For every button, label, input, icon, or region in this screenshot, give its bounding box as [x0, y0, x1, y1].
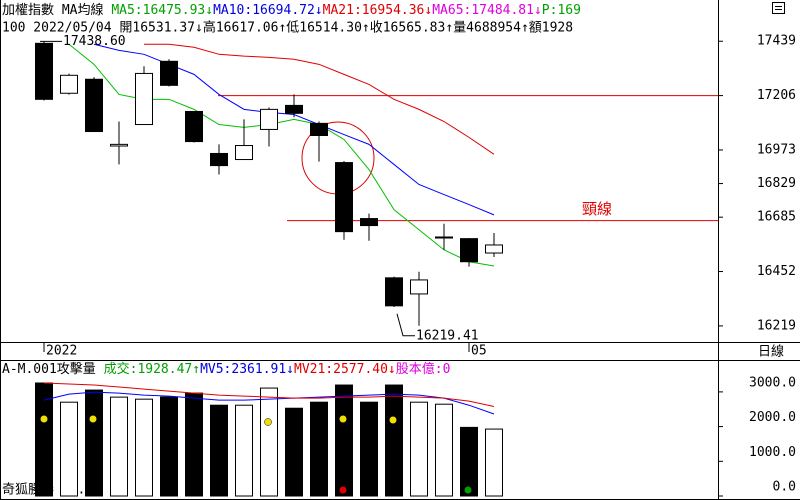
ma-line: [68, 43, 495, 267]
x-tick-label: 2022: [46, 344, 77, 359]
ma-line: [43, 391, 495, 415]
y-tick-label: 16452: [757, 264, 796, 279]
ma-line: [43, 382, 495, 408]
candle-body: [160, 60, 178, 86]
volume-bar: [460, 426, 478, 497]
period-label: 日線: [758, 344, 784, 360]
volume-bar: [410, 401, 428, 497]
candle-body: [210, 152, 228, 167]
signal-dot: [264, 418, 272, 426]
header-item: MA5:16475.93↓: [111, 3, 213, 18]
signal-dot: [464, 486, 472, 494]
candle-body: [410, 279, 428, 295]
candle-body: [35, 42, 53, 100]
header-item: P:169: [542, 3, 581, 18]
volume-bar: [185, 392, 203, 497]
y-tick-label: 16219: [757, 318, 796, 333]
y-tick-label: 1000.0: [749, 445, 796, 460]
volume-bar: [85, 389, 103, 497]
candle-body: [185, 110, 203, 143]
reference-label: 頸線: [582, 200, 612, 218]
volume-bar: [110, 396, 128, 497]
annotation-line: [396, 313, 415, 337]
header-item: MV21:2577.40↓: [294, 362, 396, 377]
signal-dot: [389, 416, 397, 424]
volume-bar: [310, 401, 328, 497]
volume-bar: [335, 384, 353, 497]
y-tick-label: 16685: [757, 210, 796, 225]
candle-body: [85, 78, 103, 133]
signals: [40, 415, 472, 494]
volume-bar: [60, 401, 78, 497]
volume-bar: [435, 403, 453, 497]
ma-line: [93, 43, 495, 216]
candle-body: [435, 236, 453, 239]
y-tick-label: 0.0: [773, 480, 796, 495]
y-tick-label: 17206: [757, 88, 796, 103]
candle-body: [60, 74, 78, 94]
volume-bar: [135, 398, 153, 497]
volume-bar: [360, 401, 378, 497]
y-tick-label: 16973: [757, 142, 796, 157]
candle-body: [460, 238, 478, 263]
volume-header: A-M.001攻擊量 成交:1928.47↑MV5:2361.91↓MV21:2…: [2, 361, 450, 377]
signal-dot: [89, 415, 97, 423]
candle-body: [360, 218, 378, 227]
menu-icon-box[interactable]: [772, 2, 785, 14]
candle-body: [110, 143, 128, 147]
header-item: A-M.001攻擊量: [2, 361, 104, 377]
header-item: 股本億:0: [396, 361, 451, 377]
volume-bar: [235, 404, 253, 497]
volume-bar: [285, 407, 303, 497]
candle-body: [260, 108, 278, 130]
header-item: MA21:16954.36↓: [323, 3, 433, 18]
header-item: MA10:16694.72↓: [213, 3, 323, 18]
signal-dot: [40, 415, 48, 423]
candle-body: [135, 72, 153, 126]
annotation: 17438.60: [63, 34, 126, 49]
y-tick-label: 16829: [757, 176, 796, 191]
candle-body: [310, 122, 328, 137]
volume-bar: [160, 396, 178, 497]
header-line: 100 2022/05/04 開16531.37↓高16617.06↑低1651…: [2, 20, 573, 36]
y-tick-label: 17439: [757, 34, 796, 49]
volume-bar: [210, 404, 228, 497]
header-item: MA65:17484.81↓: [432, 3, 542, 18]
annotation: 16219.41: [416, 328, 479, 343]
candle-body: [285, 104, 303, 114]
candle-body: [235, 145, 253, 161]
menu-icon[interactable]: [772, 2, 785, 14]
candle-body: [485, 244, 503, 254]
signal-dot: [339, 486, 347, 494]
volume-bar: [260, 387, 278, 497]
header-item: 成交:1928.47↑: [104, 361, 200, 377]
volume-bar: [485, 428, 503, 497]
candle-body: [385, 277, 403, 307]
header-item: 加權指數 MA均線: [2, 2, 111, 18]
y-tick-label: 3000.0: [749, 375, 796, 390]
y-tick-label: 2000.0: [749, 410, 796, 425]
header-line: 加權指數 MA均線 MA5:16475.93↓MA10:16694.72↓MA2…: [2, 2, 581, 18]
header-item: MV5:2361.91↓: [200, 362, 294, 377]
x-tick-label: 05: [471, 344, 487, 359]
signal-dot: [339, 415, 347, 423]
candle-body: [335, 162, 353, 233]
ma-line: [144, 43, 495, 155]
volume-bar: [385, 384, 403, 497]
